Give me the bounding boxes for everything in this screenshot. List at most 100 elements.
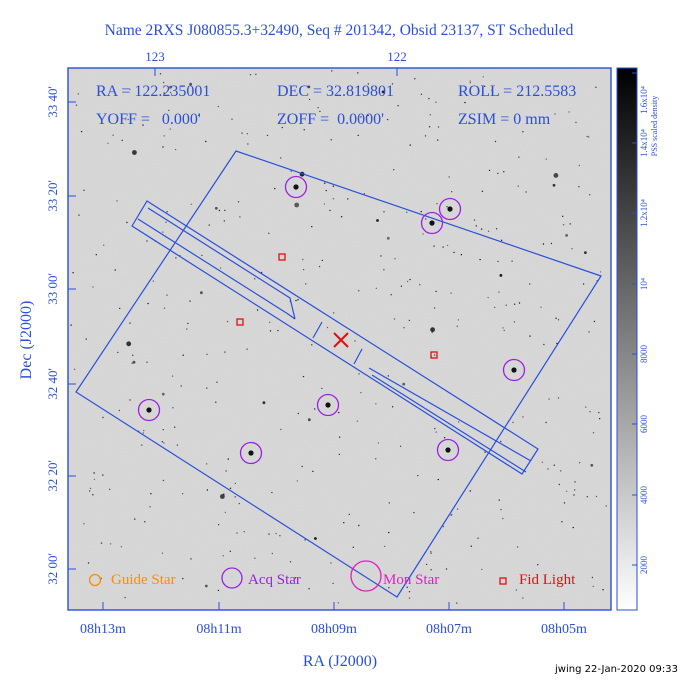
- field-star: [175, 257, 177, 259]
- bottom-tick-label: 08h11m: [196, 622, 241, 637]
- field-star: [554, 113, 556, 115]
- fid-light-legend-icon: [499, 577, 507, 585]
- acq-star-marker: [316, 393, 340, 417]
- fid-light-marker: [236, 318, 244, 326]
- field-star: [332, 582, 334, 585]
- field-star: [102, 416, 104, 419]
- field-star: [268, 232, 270, 234]
- field-star: [275, 532, 277, 535]
- field-star: [182, 577, 184, 580]
- field-star: [190, 558, 192, 560]
- field-star: [304, 539, 306, 541]
- roll-value: ROLL = 212.5583: [458, 83, 576, 100]
- field-star: [95, 254, 98, 256]
- field-star: [314, 408, 316, 410]
- field-star: [487, 296, 489, 299]
- field-star: [163, 135, 165, 137]
- field-star: [162, 231, 164, 233]
- field-star: [375, 287, 377, 289]
- field-star: [375, 458, 377, 460]
- instrument-footprint: [75, 150, 602, 598]
- field-star: [354, 340, 356, 342]
- field-star: [226, 320, 229, 323]
- field-star: [169, 128, 171, 130]
- field-star: [460, 254, 463, 256]
- field-star: [169, 91, 172, 94]
- field-star: [522, 131, 524, 133]
- acq-star-point: [445, 447, 451, 453]
- field-star: [497, 172, 499, 175]
- acq-star-point: [447, 206, 453, 212]
- field-star: [116, 200, 118, 202]
- field-star: [420, 93, 423, 96]
- field-star: [446, 244, 449, 247]
- field-star: [599, 418, 601, 420]
- field-star: [227, 458, 229, 460]
- field-star: [383, 269, 385, 271]
- field-star: [408, 591, 411, 593]
- field-star: [324, 182, 326, 184]
- field-star: [456, 508, 459, 510]
- field-star: [236, 532, 238, 534]
- field-star: [391, 406, 394, 408]
- field-star: [573, 494, 575, 496]
- field-star: [446, 206, 448, 208]
- hrc-strip-outer: [131, 200, 539, 475]
- field-stars: [70, 70, 607, 604]
- field-star: [429, 114, 431, 116]
- field-star: [443, 437, 446, 439]
- field-star: [254, 278, 256, 280]
- field-star: [572, 526, 574, 529]
- field-star: [363, 193, 365, 195]
- field-star: [238, 502, 240, 505]
- field-star: [499, 274, 503, 277]
- field-star: [174, 148, 177, 151]
- field-star: [552, 183, 556, 187]
- field-star: [565, 490, 568, 492]
- field-star: [206, 353, 208, 355]
- field-star: [150, 493, 152, 495]
- field-star: [290, 170, 292, 172]
- field-star: [518, 156, 520, 158]
- field-star: [89, 487, 92, 490]
- field-star: [323, 203, 326, 205]
- field-star: [83, 523, 85, 525]
- top-axis: [154, 68, 398, 76]
- top-tick-label: 122: [387, 49, 407, 64]
- field-star: [239, 216, 241, 218]
- acq-star-point: [146, 407, 152, 413]
- field-star: [388, 531, 390, 534]
- left-tick-label: 32 00': [45, 553, 60, 585]
- field-star: [220, 494, 225, 499]
- field-star: [78, 214, 80, 216]
- field-star: [103, 244, 105, 246]
- field-star: [433, 307, 436, 309]
- field-star: [430, 569, 432, 571]
- field-star: [457, 421, 460, 423]
- legend: Guide Star Acq Star Mon Star Fid Light: [88, 560, 576, 592]
- field-star: [223, 493, 225, 495]
- field-star: [591, 576, 594, 579]
- field-star: [146, 361, 148, 363]
- field-star: [343, 522, 345, 524]
- field-star: [163, 307, 166, 309]
- field-star: [325, 189, 327, 192]
- field-star: [255, 73, 257, 76]
- field-star: [321, 387, 323, 390]
- field-star: [394, 258, 396, 260]
- field-star: [512, 421, 514, 424]
- field-star: [481, 190, 484, 192]
- field-star: [198, 114, 200, 117]
- field-star: [141, 444, 143, 446]
- field-star: [503, 329, 505, 332]
- field-star: [121, 139, 123, 142]
- field-star: [516, 546, 519, 548]
- field-star: [477, 537, 479, 539]
- field-star: [417, 474, 419, 477]
- field-star: [100, 542, 103, 544]
- colorbar-tick-label: 2000: [639, 556, 649, 575]
- field-star: [482, 76, 484, 78]
- field-star: [266, 134, 269, 137]
- field-star: [294, 577, 297, 579]
